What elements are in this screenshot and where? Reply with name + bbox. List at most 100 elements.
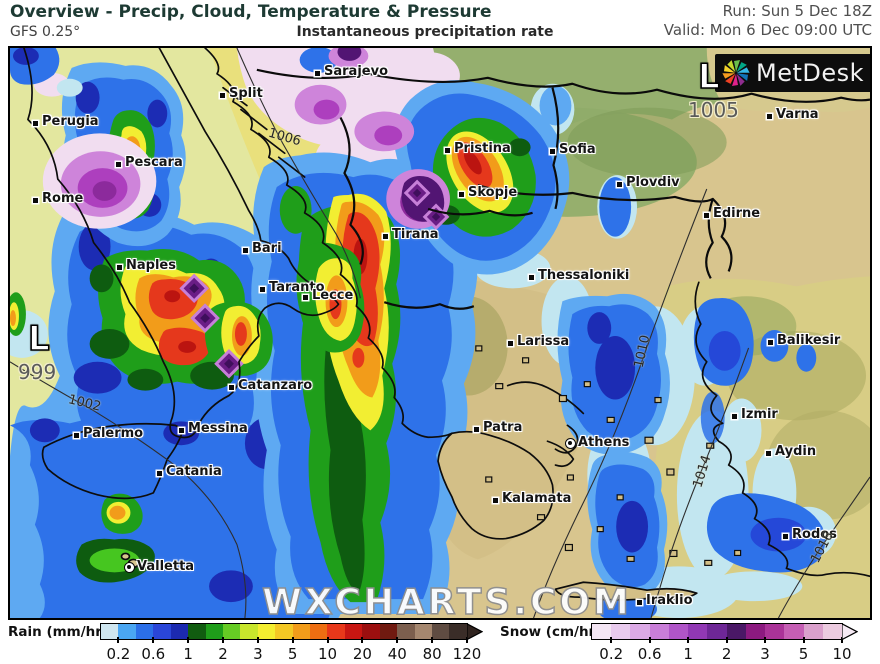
snow-bar-tick-1	[687, 637, 690, 643]
rain-bar-tick-80	[431, 637, 434, 643]
city-label-lecce: Lecce	[312, 288, 354, 303]
metdesk-logo-text: MetDesk	[756, 59, 865, 87]
city-label-edirne: Edirne	[713, 206, 761, 221]
city-marker-lecce	[303, 295, 308, 300]
city-marker-aydin	[766, 451, 771, 456]
city-label-varna: Varna	[776, 107, 819, 122]
snow-legend-label: Snow (cm/hr)	[500, 624, 602, 640]
metdesk-pinwheel-icon	[722, 60, 750, 86]
rain-bar-arrow	[467, 622, 483, 641]
run-time-label: Run: Sun 5 Dec 18Z	[722, 2, 872, 20]
rain-legend-label: Rain (mm/hr)	[8, 624, 109, 640]
rain-bar-ticklabel-20: 20	[352, 645, 372, 663]
city-marker-tirana	[383, 234, 388, 239]
model-label: GFS 0.25°	[10, 24, 81, 40]
rain-bar-tick-1	[187, 637, 190, 643]
snow-bar-ticklabel-10: 10	[832, 645, 852, 663]
city-marker-valletta	[124, 562, 135, 573]
city-label-messina: Messina	[188, 421, 248, 436]
rain-bar-ticklabel-80: 80	[422, 645, 442, 663]
city-marker-naples	[117, 265, 122, 270]
rain-bar-ticklabel-1: 1	[183, 645, 193, 663]
snow-bar-tick-5	[802, 637, 805, 643]
snow-bar-ticklabel-1: 1	[683, 645, 693, 663]
city-marker-split	[220, 93, 225, 98]
rain-bar-tick-10	[326, 637, 329, 643]
snow-bar-ticklabel-3: 3	[760, 645, 770, 663]
city-marker-patra	[474, 427, 479, 432]
city-marker-taranto	[260, 287, 265, 292]
snow-bar-tick-0.2	[610, 637, 613, 643]
city-label-balikesir: Balikesir	[777, 333, 841, 348]
parameter-subtitle: Instantaneous precipitation rate	[296, 24, 554, 40]
rain-bar-ticklabel-0.6: 0.6	[141, 645, 166, 663]
snow-bar-ticklabel-2: 2	[721, 645, 732, 663]
snow-colorbar: 0.2 0.6 1 2 3 5 10	[591, 622, 858, 663]
pressure-center-symbol-0: L	[697, 57, 720, 97]
city-marker-pristina	[445, 148, 450, 153]
watermark: WXCHARTS.COM	[261, 581, 632, 620]
city-marker-kalamata	[493, 498, 498, 503]
rain-bar-ticklabel-120: 120	[452, 645, 482, 663]
rain-bar-tick-2	[222, 637, 224, 643]
city-label-athens: Athens	[578, 435, 630, 450]
city-label-bari: Bari	[252, 241, 282, 256]
snow-bar-arrow	[842, 622, 858, 641]
city-label-aydin: Aydin	[775, 444, 817, 459]
rain-bar-ticklabel-3: 3	[253, 645, 263, 663]
city-marker-plovdiv	[617, 182, 622, 187]
rain-bar-tick-5	[291, 637, 294, 643]
city-marker-bari	[243, 248, 248, 253]
city-marker-athens	[565, 438, 576, 449]
city-label-sarajevo: Sarajevo	[324, 64, 388, 79]
city-label-naples: Naples	[126, 258, 176, 273]
city-label-patra: Patra	[483, 420, 523, 435]
rain-bar-tick-40	[396, 637, 399, 643]
city-marker-balikesir	[768, 340, 773, 345]
city-marker-catanzaro	[229, 385, 234, 390]
city-marker-varna	[767, 114, 772, 119]
city-marker-thessaloniki	[529, 275, 534, 280]
rain-bar-tick-20	[361, 637, 364, 643]
city-marker-pescara	[116, 162, 121, 167]
city-label-izmir: Izmir	[741, 407, 778, 422]
snow-bar-ticklabel-0.6: 0.6	[637, 645, 662, 663]
city-label-rome: Rome	[42, 191, 84, 206]
city-marker-skopje	[459, 192, 464, 197]
rain-bar-ticklabel-40: 40	[387, 645, 407, 663]
city-label-tirana: Tirana	[392, 227, 439, 242]
pressure-center-value-1: 999	[18, 360, 57, 384]
weather-map: WXCHARTS.COM MetDesk Perugia Rome Pescara	[8, 46, 872, 620]
snow-bar-ticklabel-0.2: 0.2	[599, 645, 624, 663]
city-label-valletta: Valletta	[137, 559, 195, 574]
city-label-rodos: Rodos	[792, 527, 837, 542]
snow-bar-segments	[592, 624, 843, 639]
city-marker-messina	[179, 428, 184, 433]
city-label-iraklio: Iraklio	[646, 593, 693, 608]
snow-bar-tick-2	[725, 637, 728, 643]
rain-colorbar: 0.2 0.6 1 2 3 5 10 20 40 80 120	[100, 622, 483, 663]
city-label-kalamata: Kalamata	[502, 491, 572, 506]
rain-bar-ticklabel-5: 5	[287, 645, 298, 663]
rain-bar-tick-3	[256, 637, 259, 643]
rain-bar-segments	[101, 624, 467, 639]
city-marker-rodos	[783, 534, 788, 539]
city-label-pescara: Pescara	[125, 155, 183, 170]
city-label-split: Split	[229, 86, 263, 101]
city-marker-perugia	[33, 121, 38, 126]
city-marker-larissa	[508, 341, 513, 346]
city-label-palermo: Palermo	[83, 426, 144, 441]
page-title: Overview - Precip, Cloud, Temperature & …	[10, 2, 492, 22]
valid-time-label: Valid: Mon 6 Dec 09:00 UTC	[663, 21, 872, 39]
rain-bar-ticklabel-10: 10	[318, 645, 338, 663]
pressure-center-symbol-1: L	[27, 319, 50, 359]
city-marker-sofia	[550, 149, 555, 154]
metdesk-logo: MetDesk	[715, 54, 870, 92]
city-marker-iraklio	[637, 600, 642, 605]
city-label-perugia: Perugia	[42, 114, 99, 129]
city-marker-catania	[157, 471, 162, 476]
city-label-taranto: Taranto	[269, 280, 325, 295]
city-marker-sarajevo	[315, 71, 320, 76]
rain-bar-ticklabel-0.2: 0.2	[106, 645, 131, 663]
